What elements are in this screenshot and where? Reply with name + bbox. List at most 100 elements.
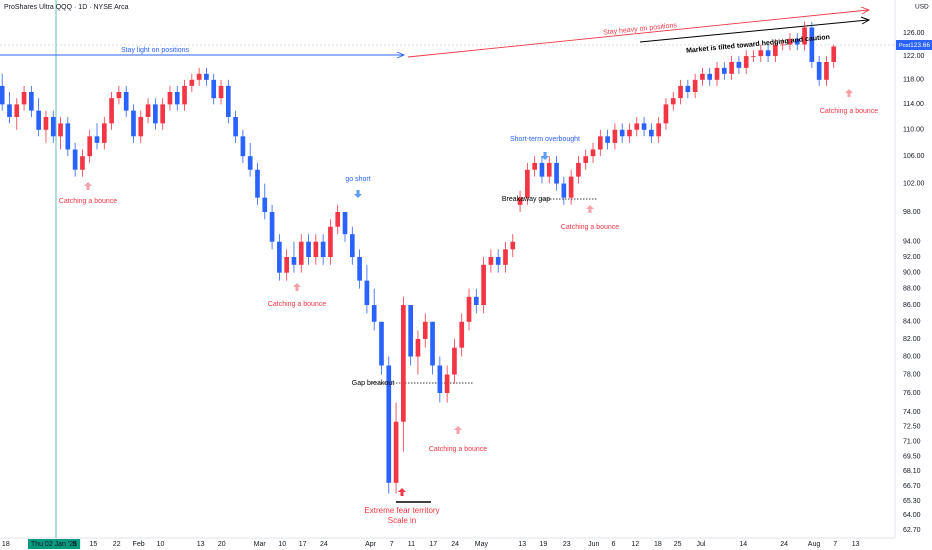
candle-body bbox=[174, 91, 180, 105]
candle-body bbox=[590, 149, 596, 157]
candle-body bbox=[751, 56, 756, 57]
trend-line bbox=[639, 19, 869, 43]
candle-body bbox=[379, 321, 384, 366]
candle-body bbox=[743, 56, 749, 68]
candle-body bbox=[612, 129, 618, 143]
x-tick-label: 15 bbox=[89, 541, 97, 548]
candle-body bbox=[546, 162, 552, 177]
candle-body bbox=[167, 91, 173, 105]
candle-body bbox=[481, 264, 486, 306]
x-tick-label: 23 bbox=[563, 541, 571, 548]
candle-body bbox=[182, 85, 187, 105]
candle-body bbox=[211, 79, 217, 99]
y-tick-label: 80.00 bbox=[903, 353, 921, 360]
x-tick-label: 7 bbox=[833, 541, 837, 548]
candle-body bbox=[14, 104, 20, 117]
candle-body bbox=[787, 38, 793, 45]
x-tick-label: Thu 02 Jan '25 bbox=[31, 541, 77, 548]
annotation: Catching a bounce bbox=[59, 198, 117, 205]
candle-body bbox=[80, 156, 85, 170]
drawings bbox=[0, 6, 871, 503]
down-arrow bbox=[354, 190, 362, 198]
annotation: go short bbox=[345, 176, 370, 183]
y-tick-label: 84.00 bbox=[903, 319, 921, 326]
candles bbox=[0, 21, 837, 494]
candle-body bbox=[627, 129, 632, 137]
chart-title: ProShares Ultra QQQ · 1D · NYSE Arca bbox=[4, 4, 129, 11]
candle-body bbox=[65, 123, 71, 150]
candle-body bbox=[123, 91, 129, 111]
annotation: Catching a bounce bbox=[820, 108, 878, 115]
candle-body bbox=[503, 249, 508, 265]
candle-body bbox=[50, 116, 56, 137]
candle-body bbox=[320, 241, 326, 258]
up-arrow bbox=[586, 205, 594, 213]
candle-body bbox=[36, 110, 41, 130]
arrow-head bbox=[860, 6, 871, 15]
x-tick-label: Feb bbox=[133, 541, 145, 548]
candle-body bbox=[364, 280, 370, 306]
candle-body bbox=[291, 257, 297, 265]
annotation: Catching a bounce bbox=[268, 301, 326, 308]
x-tick-label: 7 bbox=[390, 541, 394, 548]
candle-body bbox=[692, 79, 698, 92]
x-tick-label: 8 bbox=[72, 541, 76, 548]
candle-body bbox=[43, 116, 49, 130]
candle-body bbox=[678, 85, 683, 99]
y-tick-label: 102.00 bbox=[903, 180, 925, 187]
candle-body bbox=[576, 162, 581, 177]
candle-body bbox=[328, 226, 333, 258]
candle-body bbox=[831, 46, 837, 62]
x-tick-label: 6 bbox=[611, 541, 615, 548]
annotation: Short-term overbought bbox=[510, 136, 580, 143]
candle-body bbox=[422, 321, 428, 339]
candle-body bbox=[539, 162, 545, 177]
candle-body bbox=[619, 129, 625, 137]
x-tick-label: 18 bbox=[654, 541, 662, 548]
candle-body bbox=[277, 241, 282, 273]
candle-body bbox=[452, 347, 457, 375]
candle-body bbox=[29, 91, 34, 111]
candle-body bbox=[700, 73, 705, 80]
up-arrow bbox=[398, 488, 406, 496]
candle-body bbox=[809, 27, 815, 62]
candle-body bbox=[685, 85, 691, 92]
x-tick-label: Aug bbox=[808, 541, 821, 548]
candle-body bbox=[357, 257, 362, 281]
candle-body bbox=[349, 234, 355, 258]
x-tick-label: 13 bbox=[197, 541, 205, 548]
up-arrow bbox=[454, 426, 462, 434]
x-tick-label: 24 bbox=[451, 541, 459, 548]
candle-body bbox=[729, 61, 734, 74]
candle-body bbox=[72, 149, 78, 170]
candle-body bbox=[138, 116, 144, 137]
candle-body bbox=[284, 257, 289, 273]
y-tick-label: 64.00 bbox=[903, 512, 921, 519]
x-tick-label: Jul bbox=[696, 541, 705, 548]
candle-body bbox=[773, 44, 778, 57]
candle-body bbox=[802, 27, 807, 45]
candle-body bbox=[371, 305, 377, 322]
candle-body bbox=[401, 305, 406, 422]
candle-body bbox=[109, 98, 114, 124]
x-tick-label: 14 bbox=[739, 541, 747, 548]
candle-body bbox=[306, 241, 311, 258]
candle-body bbox=[663, 104, 669, 124]
x-tick-label: May bbox=[475, 541, 489, 548]
y-tick-label: 74.00 bbox=[903, 409, 921, 416]
x-tick-label: 19 bbox=[540, 541, 548, 548]
candle-body bbox=[262, 197, 268, 213]
candle-body bbox=[393, 421, 399, 483]
candle-body bbox=[605, 136, 610, 143]
candle-body bbox=[269, 212, 275, 242]
y-tick-label: 86.00 bbox=[903, 302, 921, 309]
candle-body bbox=[415, 338, 421, 357]
session-label: Post bbox=[899, 43, 910, 49]
candle-body bbox=[189, 79, 195, 86]
y-tick-label: 110.00 bbox=[903, 127, 924, 134]
candle-body bbox=[495, 257, 501, 265]
y-tick-label: 72.50 bbox=[903, 423, 921, 430]
candle-body bbox=[510, 241, 516, 250]
